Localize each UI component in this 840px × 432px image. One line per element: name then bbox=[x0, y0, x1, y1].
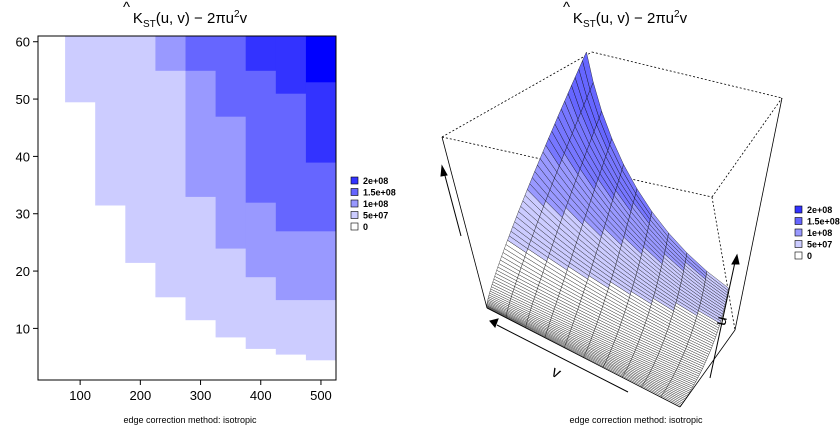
box-back-edges bbox=[441, 51, 783, 331]
x-tick-label-0: 100 bbox=[69, 388, 91, 403]
surface-panel: KST(u, v) − 2πu2v ^ v u bbox=[440, 0, 840, 425]
heatmap-cell-7-1 bbox=[275, 230, 307, 301]
box-front-edges bbox=[441, 97, 783, 408]
x-tick-label-2: 300 bbox=[190, 388, 212, 403]
surface-title-sub: ST bbox=[583, 19, 596, 30]
surface-legend-label-3: 5e+07 bbox=[807, 240, 832, 250]
heatmap-cell-5-2 bbox=[215, 36, 247, 117]
heatmap-legend-label-1: 1.5e+08 bbox=[363, 188, 396, 198]
surface-legend-label-1: 1.5e+08 bbox=[807, 217, 840, 227]
x-tick-label-1: 200 bbox=[129, 388, 151, 403]
heatmap-cell-4-2 bbox=[185, 36, 216, 71]
heatmap-title-main: K bbox=[133, 10, 143, 27]
heatmap-cells bbox=[65, 36, 337, 361]
surface-title-args: (u, v) − 2πu bbox=[596, 10, 674, 27]
heatmap-cell-6-1 bbox=[245, 202, 277, 278]
heatmap-cell-5-1 bbox=[215, 116, 247, 249]
heatmap-x-ticks: 100 200 300 400 500 bbox=[69, 380, 332, 403]
surface-legend-label-0: 2e+08 bbox=[807, 205, 832, 215]
x-tick-label-3: 400 bbox=[250, 388, 272, 403]
heatmap-title: KST(u, v) − 2πu2v bbox=[133, 9, 248, 30]
surface-title: KST(u, v) − 2πu2v bbox=[573, 9, 688, 30]
surface-legend-swatch-0 bbox=[794, 205, 803, 214]
heatmap-cell-7-3 bbox=[275, 36, 307, 94]
surface-legend-label-2: 1e+08 bbox=[807, 228, 832, 238]
surface-legend-label-4: 0 bbox=[807, 251, 812, 261]
surface-legend-swatch-1 bbox=[794, 217, 803, 225]
heatmap-cell-8-2 bbox=[305, 162, 337, 232]
surface-legend-swatch-3 bbox=[794, 240, 803, 248]
y-tick-label-4: 50 bbox=[16, 92, 30, 107]
heatmap-caption: edge correction method: isotropic bbox=[123, 415, 257, 425]
surface-caption: edge correction method: isotropic bbox=[569, 415, 703, 425]
surface-title-hat: ^ bbox=[563, 0, 570, 16]
heatmap-cell-5-0 bbox=[215, 248, 247, 338]
heatmap-cell-3-1 bbox=[155, 36, 186, 71]
heatmap-cell-6-3 bbox=[245, 36, 277, 71]
heatmap-cell-7-2 bbox=[275, 93, 307, 232]
y-tick-label-0: 10 bbox=[16, 321, 30, 336]
heatmap-cell-4-0 bbox=[185, 196, 216, 321]
v-axis-label: v bbox=[549, 364, 564, 383]
x-tick-label-4: 500 bbox=[310, 388, 332, 403]
heatmap-panel: KST(u, v) − 2πu2v ^ 100 200 300 400 500 1020… bbox=[16, 0, 396, 425]
heatmap-legend-label-0: 2e+08 bbox=[363, 176, 388, 186]
heatmap-cell-8-0 bbox=[305, 299, 337, 361]
heatmap-title-sup: 2 bbox=[234, 9, 240, 20]
y-tick-label-3: 40 bbox=[16, 149, 30, 164]
heatmap-legend-swatch-4 bbox=[350, 222, 359, 231]
surface-facet-59-9 bbox=[706, 270, 729, 291]
heatmap-cell-4-1 bbox=[185, 70, 216, 197]
surface-mesh bbox=[486, 51, 729, 408]
heatmap-cell-6-2 bbox=[245, 70, 277, 203]
surface-legend-swatch-2 bbox=[794, 228, 803, 237]
y-tick-label-5: 60 bbox=[16, 35, 30, 50]
heatmap-legend-swatch-3 bbox=[350, 211, 359, 219]
y-tick-label-1: 20 bbox=[16, 264, 30, 279]
heatmap-cell-8-1 bbox=[305, 230, 337, 301]
surface-title-tail: v bbox=[680, 10, 688, 27]
heatmap-frame bbox=[37, 35, 337, 381]
heatmap-legend-label-2: 1e+08 bbox=[363, 199, 388, 209]
u-axis-label: u bbox=[712, 315, 731, 328]
heatmap-cell-2-0 bbox=[125, 36, 156, 263]
surface-legend-swatch-4 bbox=[794, 251, 803, 260]
heatmap-legend-swatch-2 bbox=[350, 199, 359, 208]
heatmap-cell-8-4 bbox=[305, 36, 337, 83]
heatmap-cell-6-0 bbox=[245, 276, 277, 349]
heatmap-cell-3-0 bbox=[155, 70, 186, 298]
surface-title-sup: 2 bbox=[674, 9, 680, 20]
heatmap-cell-0-0 bbox=[65, 36, 96, 103]
heatmap-title-args: (u, v) − 2πu bbox=[156, 10, 234, 27]
heatmap-cell-8-3 bbox=[305, 81, 337, 163]
surface-title-main: K bbox=[573, 10, 583, 27]
heatmap-cell-7-0 bbox=[275, 299, 307, 355]
heatmap-title-tail: v bbox=[240, 10, 248, 27]
heatmap-legend-swatch-1 bbox=[350, 188, 359, 196]
heatmap-y-ticks: 10 20 30 40 50 60 bbox=[16, 35, 38, 336]
heatmap-title-sub: ST bbox=[143, 19, 156, 30]
heatmap-legend-swatch-0 bbox=[350, 176, 359, 185]
heatmap-title-hat: ^ bbox=[123, 0, 130, 16]
y-tick-label-2: 30 bbox=[16, 207, 30, 222]
heatmap-legend-label-3: 5e+07 bbox=[363, 211, 388, 221]
heatmap-legend-label-4: 0 bbox=[363, 222, 368, 232]
axis-arrows bbox=[440, 164, 740, 393]
heatmap-cell-1-0 bbox=[95, 36, 126, 206]
